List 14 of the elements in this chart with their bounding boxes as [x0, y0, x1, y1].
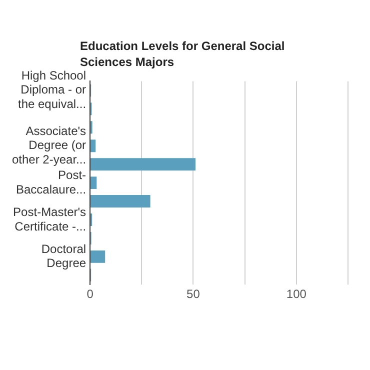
y-tick-label: Doctoral Degree — [41, 242, 86, 270]
bar — [90, 158, 196, 171]
bar — [90, 176, 97, 190]
x-tick-label: 50 — [186, 286, 200, 301]
y-tick-label: High School Diploma - or the equival... — [18, 68, 86, 112]
bar — [90, 195, 150, 208]
x-tick-label: 0 — [86, 286, 94, 301]
x-tick-label: 100 — [286, 286, 307, 301]
y-tick-label: Associate's Degree (or other 2-year... — [12, 124, 86, 167]
bar — [90, 250, 106, 263]
y-tick-label: Post-Master's Certificate -... — [13, 204, 86, 234]
y-tick-label: Post-Baccalaure... — [16, 168, 86, 196]
bar — [90, 140, 96, 152]
chart-title: Education Levels for General Social Sciences Majors — [80, 38, 286, 70]
